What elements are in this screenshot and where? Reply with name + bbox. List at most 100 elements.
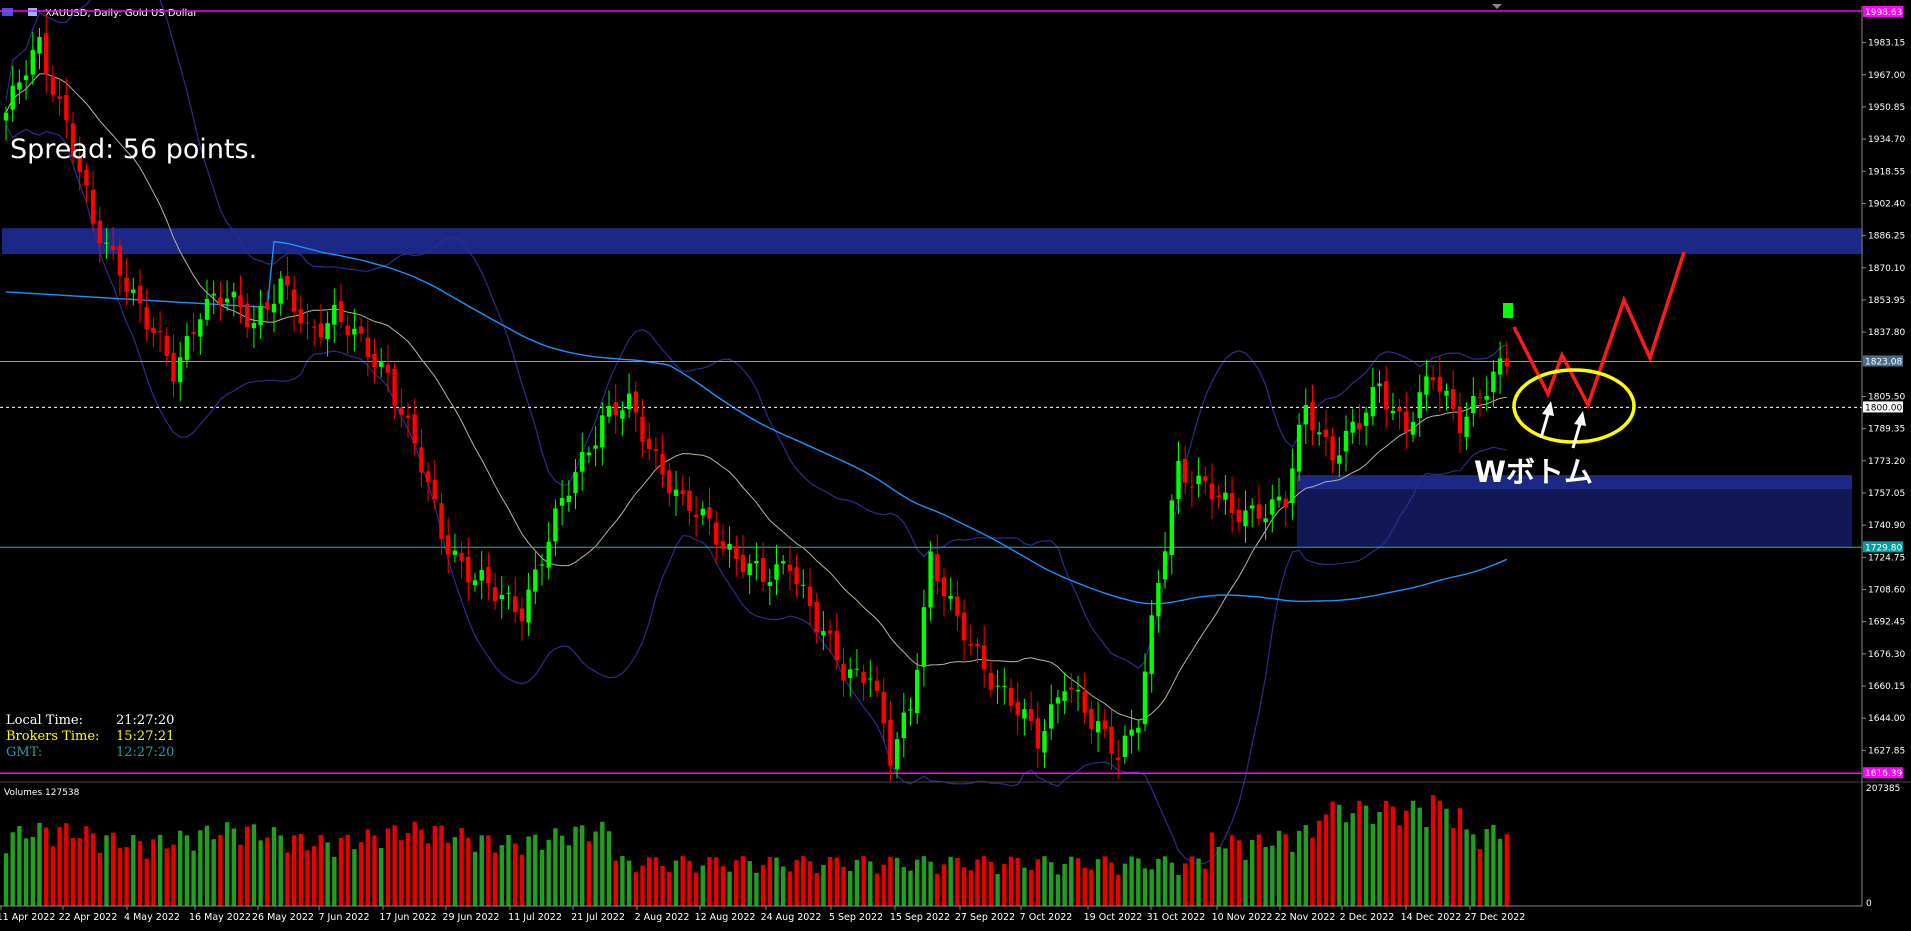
price-tag-bg (1863, 541, 1903, 553)
candle-body (251, 322, 257, 329)
candle (90, 170, 96, 232)
volume-bar (1183, 863, 1188, 906)
candle (385, 345, 391, 393)
candle-body (1156, 583, 1161, 617)
volume-bar (1236, 840, 1241, 906)
candle (921, 589, 927, 687)
candle (868, 659, 873, 698)
volume-bar (298, 833, 303, 906)
volume-bar (546, 839, 551, 906)
candle (740, 535, 746, 579)
candle-body (861, 671, 866, 683)
candle-body (1055, 697, 1061, 704)
candle (961, 599, 967, 660)
volume-bar (70, 838, 76, 906)
candle (613, 384, 618, 434)
candle-body (124, 277, 129, 292)
volume-bar (1296, 830, 1302, 906)
candle (1323, 409, 1329, 457)
volume-bar (1484, 829, 1489, 906)
candle-body (834, 630, 839, 661)
candle-body (626, 393, 632, 410)
candle (928, 540, 933, 622)
candle (1424, 359, 1429, 412)
candle-body (1491, 371, 1496, 393)
candle-body (1002, 685, 1007, 687)
volume-bar (874, 873, 880, 906)
volume-bar (881, 864, 886, 906)
candle-body (1209, 483, 1215, 500)
candle (325, 311, 330, 357)
candle (191, 312, 196, 352)
candle (1437, 357, 1442, 412)
volume-bar (1370, 823, 1375, 906)
candle (955, 581, 960, 631)
candle (673, 470, 679, 516)
grid-menu-icon[interactable] (2, 8, 13, 16)
candle (1276, 477, 1282, 508)
candle-body (137, 285, 143, 304)
candle-body (178, 357, 183, 383)
volume-bar (486, 835, 491, 906)
candle (1129, 709, 1134, 754)
volume-bar (1042, 856, 1047, 906)
candle (874, 666, 880, 698)
candle-body (1444, 390, 1449, 396)
candle (1176, 441, 1181, 514)
candle (1497, 341, 1503, 394)
candle (1169, 494, 1174, 575)
candle (814, 593, 819, 644)
candle (566, 480, 571, 512)
volume-bar (613, 860, 618, 906)
volume-bar (1102, 856, 1107, 906)
volume-bar (466, 837, 471, 906)
candle-body (807, 586, 813, 606)
candle-body (586, 452, 592, 456)
candle (245, 293, 250, 338)
volume-bar (921, 856, 927, 906)
volume-bar (995, 874, 1000, 906)
volume-bar (807, 861, 813, 906)
candle (513, 576, 518, 623)
volume-bar (1343, 822, 1349, 906)
y-tick-label: 1934.70 (1868, 135, 1905, 145)
candle-body (352, 328, 357, 335)
candle-body (948, 596, 953, 599)
candle (714, 510, 719, 564)
price-tag-bg (1863, 401, 1903, 413)
volume-bar (1256, 834, 1262, 906)
volume-bar (111, 832, 116, 906)
candle (439, 492, 444, 555)
scroll-marker-icon[interactable] (1492, 4, 1502, 9)
candle (218, 281, 223, 322)
volume-bar (1169, 862, 1174, 906)
candle (258, 289, 263, 340)
candle-body (1102, 720, 1107, 729)
volume-bar (861, 856, 866, 906)
candle (988, 659, 994, 697)
candle-body (1303, 404, 1308, 425)
candle (700, 501, 705, 526)
brokers-time-value: 15:27:21 (116, 729, 174, 744)
candle (77, 136, 82, 191)
volume-bar (559, 835, 565, 906)
candle-body (157, 330, 163, 333)
candle-body (1223, 492, 1228, 500)
candle-body (365, 337, 370, 357)
candle-body (513, 596, 518, 613)
candle-body (995, 685, 1000, 687)
candle-body (975, 643, 980, 647)
volume-bar (1209, 832, 1215, 906)
volume-bar (1162, 856, 1168, 906)
candle-body (1464, 416, 1469, 437)
symbol-flag-icon (28, 8, 37, 16)
volume-bar (1189, 856, 1195, 906)
candle (1504, 341, 1509, 376)
candle-body (57, 96, 62, 99)
candle-body (1116, 757, 1121, 760)
volume-bar (204, 825, 210, 906)
candle (881, 677, 886, 743)
x-tick-label: 14 Dec 2022 (1401, 912, 1462, 923)
